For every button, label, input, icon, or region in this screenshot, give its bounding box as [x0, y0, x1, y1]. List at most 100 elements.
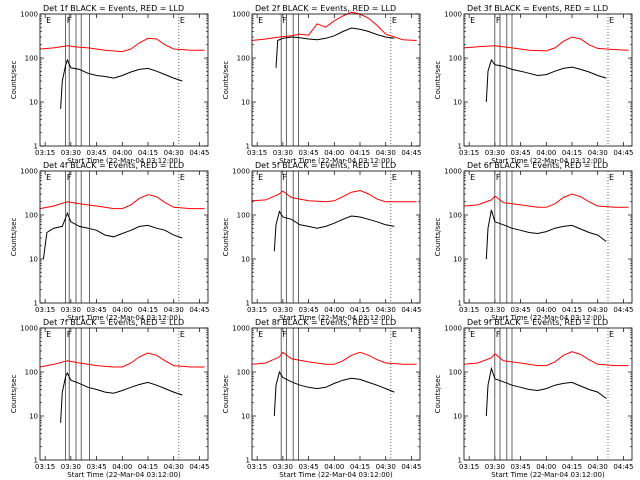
x-tick-label: 03:30: [485, 306, 505, 314]
y-tick-label: 100: [237, 55, 250, 63]
y-tick-label: 100: [25, 212, 38, 220]
marker-label: E: [258, 173, 263, 182]
marker-label: F: [67, 16, 72, 25]
y-tick-label: 100: [237, 212, 250, 220]
y-tick-label: 1: [34, 143, 38, 151]
chart-panel: Det 4f BLACK = Events, RED = LLD 1 10 100 10…: [10, 161, 210, 322]
x-tick-label: 03:15: [459, 463, 479, 471]
y-tick-label: 100: [449, 212, 462, 220]
x-tick-label: 04:30: [588, 306, 608, 314]
marker-label: F: [282, 16, 287, 25]
series-lld-line: [39, 194, 205, 210]
y-tick-label: 1000: [232, 325, 250, 333]
plot-frame: [39, 327, 209, 461]
chart-title: Det 4f BLACK = Events, RED = LLD: [43, 161, 184, 170]
y-tick-label: 1: [246, 457, 250, 465]
x-tick-label: 03:15: [247, 306, 267, 314]
x-axis-label: Start Time (22-Mar-04 03:12:00): [67, 314, 181, 322]
marker-label: E: [392, 330, 397, 339]
y-tick-label: 10: [453, 256, 462, 264]
y-tick-label: 1000: [20, 168, 38, 176]
x-tick-label: 04:30: [588, 463, 608, 471]
x-tick-label: 03:30: [273, 463, 293, 471]
x-tick-label: 04:00: [112, 149, 132, 157]
y-axis-label: Counts/sec: [222, 218, 230, 257]
x-tick-label: 03:15: [35, 306, 55, 314]
marker-label: E: [46, 16, 51, 25]
x-tick-label: 04:45: [401, 306, 421, 314]
series-lld-line: [463, 193, 629, 208]
x-tick-label: 03:15: [247, 463, 267, 471]
series-events-line: [485, 58, 607, 103]
x-tick-label: 04:15: [350, 306, 370, 314]
y-tick-label: 1000: [444, 168, 462, 176]
y-tick-label: 1: [246, 300, 250, 308]
x-tick-label: 03:45: [510, 306, 530, 314]
x-tick-label: 04:30: [376, 149, 396, 157]
chart-panel: Det 8f BLACK = Events, RED = LLD 1 10 100 10…: [222, 318, 422, 479]
x-tick-label: 04:15: [350, 149, 370, 157]
x-tick-label: 04:00: [324, 149, 344, 157]
y-axis-label: Counts/sec: [10, 375, 18, 414]
x-tick-label: 03:15: [247, 149, 267, 157]
x-tick-label: 03:30: [273, 149, 293, 157]
series-events-line: [60, 371, 183, 423]
marker-label: F: [496, 173, 501, 182]
x-tick-label: 04:30: [164, 306, 184, 314]
x-tick-label: 03:45: [510, 463, 530, 471]
marker-label: E: [470, 173, 475, 182]
series-lld-line: [251, 189, 417, 203]
series-events-line: [273, 370, 395, 417]
x-tick-label: 03:15: [459, 149, 479, 157]
marker-label: E: [258, 330, 263, 339]
marker-label: F: [496, 330, 501, 339]
chart-title: Det 5f BLACK = Events, RED = LLD: [255, 161, 396, 170]
y-axis-label: Counts/sec: [434, 218, 442, 257]
series-lld-line: [251, 11, 417, 41]
marker-label: E: [180, 16, 185, 25]
marker-label: F: [282, 173, 287, 182]
marker-label: E: [392, 173, 397, 182]
marker-label: E: [180, 173, 185, 182]
x-axis-label: Start Time (22-Mar-04 03:12:00): [279, 471, 393, 479]
y-tick-label: 10: [453, 413, 462, 421]
x-tick-label: 03:30: [273, 306, 293, 314]
series-lld-line: [39, 352, 205, 368]
y-axis-label: Counts/sec: [434, 375, 442, 414]
series-lld-line: [463, 36, 629, 52]
x-axis-label: Start Time (22-Mar-04 03:12:00): [491, 314, 605, 322]
y-tick-label: 1000: [232, 168, 250, 176]
x-tick-label: 04:15: [562, 463, 582, 471]
marker-label: E: [180, 330, 185, 339]
marker-label: F: [67, 330, 72, 339]
y-tick-label: 10: [29, 256, 38, 264]
chart-title: Det 8f BLACK = Events, RED = LLD: [255, 318, 396, 327]
x-tick-label: 04:45: [613, 463, 633, 471]
x-tick-label: 04:45: [401, 463, 421, 471]
x-tick-label: 04:45: [189, 463, 209, 471]
plot-frame: [251, 13, 421, 147]
y-tick-label: 1: [246, 143, 250, 151]
marker-label: F: [67, 173, 72, 182]
marker-label: E: [609, 330, 614, 339]
x-tick-label: 04:15: [138, 149, 158, 157]
x-tick-label: 03:45: [510, 149, 530, 157]
y-tick-label: 1000: [444, 325, 462, 333]
x-axis-label: Start Time (22-Mar-04 03:12:00): [67, 157, 181, 165]
x-axis-label: Start Time (22-Mar-04 03:12:00): [491, 471, 605, 479]
y-tick-label: 1000: [20, 325, 38, 333]
x-tick-label: 04:45: [613, 306, 633, 314]
x-tick-label: 03:45: [86, 149, 106, 157]
x-tick-label: 04:00: [536, 149, 556, 157]
series-events-line: [485, 366, 607, 417]
x-tick-label: 04:00: [112, 463, 132, 471]
x-tick-label: 03:30: [61, 149, 81, 157]
marker-label: E: [609, 173, 614, 182]
marker-label: E: [470, 330, 475, 339]
y-axis-label: Counts/sec: [222, 375, 230, 414]
x-tick-label: 04:30: [164, 463, 184, 471]
x-tick-label: 04:00: [112, 306, 132, 314]
marker-label: E: [392, 16, 397, 25]
x-tick-label: 03:45: [298, 463, 318, 471]
